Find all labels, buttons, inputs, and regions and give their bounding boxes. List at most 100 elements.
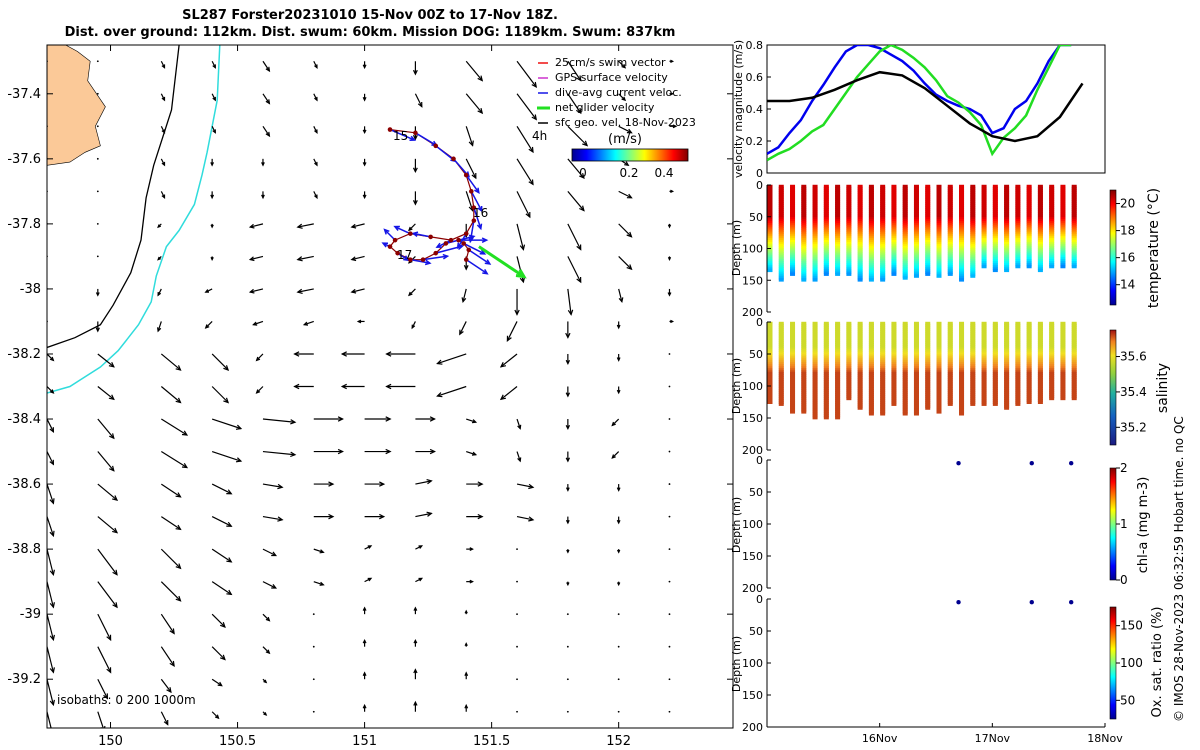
salinity-sample	[835, 369, 841, 374]
sfc-geo-arrow	[668, 353, 671, 355]
arrow-shaft	[160, 353, 181, 371]
temperature-sample	[970, 194, 976, 198]
sfc-geo-arrow	[96, 222, 99, 225]
temperature-sample	[925, 236, 931, 240]
salinity-sample	[1026, 350, 1032, 355]
temperature-sample	[1071, 217, 1077, 221]
salinity-sample	[1026, 344, 1032, 349]
temperature-sample	[981, 230, 987, 234]
temperature-sample	[1049, 241, 1055, 246]
salinity-sample	[1049, 352, 1055, 356]
salinity-sample	[913, 375, 919, 380]
temperature-sample	[936, 217, 942, 221]
arrow-shaft	[256, 386, 264, 394]
temperature-sample	[891, 226, 897, 231]
arrow-head	[161, 129, 166, 134]
salinity-sample	[1071, 321, 1077, 326]
map-ytick-label: -39.2	[7, 672, 41, 687]
arrow-shaft	[47, 679, 54, 705]
salinity-sample	[880, 381, 886, 385]
temperature-sample	[1060, 262, 1066, 267]
temperature-sample	[835, 241, 841, 246]
salinity-sample	[801, 337, 807, 341]
salinity-sample	[868, 379, 874, 383]
sfc-geo-arrow	[516, 516, 535, 522]
temperature-sample	[1049, 236, 1055, 240]
temperature-sample	[891, 219, 897, 223]
map-ytick-label: -38.6	[7, 477, 41, 492]
temperature-sample	[778, 222, 784, 227]
temperature-sample	[1004, 264, 1010, 269]
salinity-sample	[936, 331, 942, 335]
salinity-sample	[767, 333, 773, 337]
temperature-sample	[1004, 198, 1010, 202]
temperature-sample	[1026, 196, 1032, 200]
temperature-sample	[857, 264, 863, 269]
salinity-sample	[970, 350, 976, 355]
temperature-sample	[1004, 211, 1010, 215]
salinity-sample	[970, 364, 976, 368]
temperature-sample	[1026, 228, 1032, 233]
temperature-sample	[823, 266, 829, 271]
salinity-sample	[1049, 356, 1055, 360]
temperature-sample	[1015, 190, 1021, 194]
salinity-sample	[1071, 371, 1077, 376]
temperature-sample	[880, 213, 886, 217]
sfc-geo-arrow	[617, 710, 620, 713]
sfc-geo-arrow	[618, 223, 633, 238]
temperature-sample	[970, 222, 976, 227]
temperature-sample	[981, 241, 987, 246]
temperature-sample	[812, 215, 818, 219]
salinity-sample	[790, 356, 796, 360]
dive-avg-arrow	[470, 191, 483, 213]
temperature-sample	[790, 217, 796, 221]
sfc-geo-arrow	[565, 451, 571, 463]
salinity-sample	[891, 402, 897, 406]
salinity-sample	[925, 360, 931, 364]
salinity-sample	[925, 323, 931, 328]
temperature-sample	[778, 230, 784, 234]
salinity-sample	[1004, 383, 1010, 387]
temperature-sample	[778, 266, 784, 271]
temperature-sample	[970, 253, 976, 257]
salinity-sample	[1015, 340, 1021, 345]
chla-ylabel: Depth (m)	[730, 497, 743, 553]
temperature-sample	[936, 245, 942, 250]
arrow-shaft	[161, 516, 181, 530]
legend-dive-label: dive-avg current veloc.	[555, 86, 682, 99]
salinity-sample	[959, 329, 965, 333]
temperature-sample	[891, 222, 897, 227]
sfc-geo-arrow	[516, 483, 535, 490]
salinity-sample	[857, 335, 863, 339]
salinity-sample	[846, 337, 852, 341]
salinity-sample	[947, 394, 953, 399]
salinity-sample	[936, 333, 942, 337]
chla-point	[1069, 461, 1074, 466]
temperature-sample	[1004, 220, 1010, 225]
salinity-sample	[913, 369, 919, 374]
temperature-sample	[767, 243, 773, 248]
salinity-sample	[846, 387, 852, 391]
salinity-sample	[1004, 379, 1010, 383]
salinity-sample	[857, 358, 863, 362]
temperature-sample	[868, 245, 874, 250]
salinity-sample	[1037, 398, 1043, 403]
temperature-sample	[778, 201, 784, 206]
salinity-sample	[835, 398, 841, 403]
salinity-sample	[1060, 325, 1066, 330]
temperature-sample	[902, 268, 908, 273]
temperature-sample	[801, 268, 807, 273]
salinity-sample	[891, 323, 897, 328]
temperature-sample	[981, 188, 987, 193]
salinity-sample	[891, 387, 897, 391]
arrow-head	[175, 397, 182, 404]
arrow-head	[109, 433, 115, 440]
salinity-sample	[891, 360, 897, 364]
arrow-head	[49, 389, 55, 394]
salinity-sample	[790, 375, 796, 380]
salinity-sample	[778, 325, 784, 330]
temperature-sample	[1049, 259, 1055, 263]
temperature-sample	[1071, 228, 1077, 233]
arrow-shaft	[262, 418, 296, 423]
arrow-head	[459, 329, 464, 336]
